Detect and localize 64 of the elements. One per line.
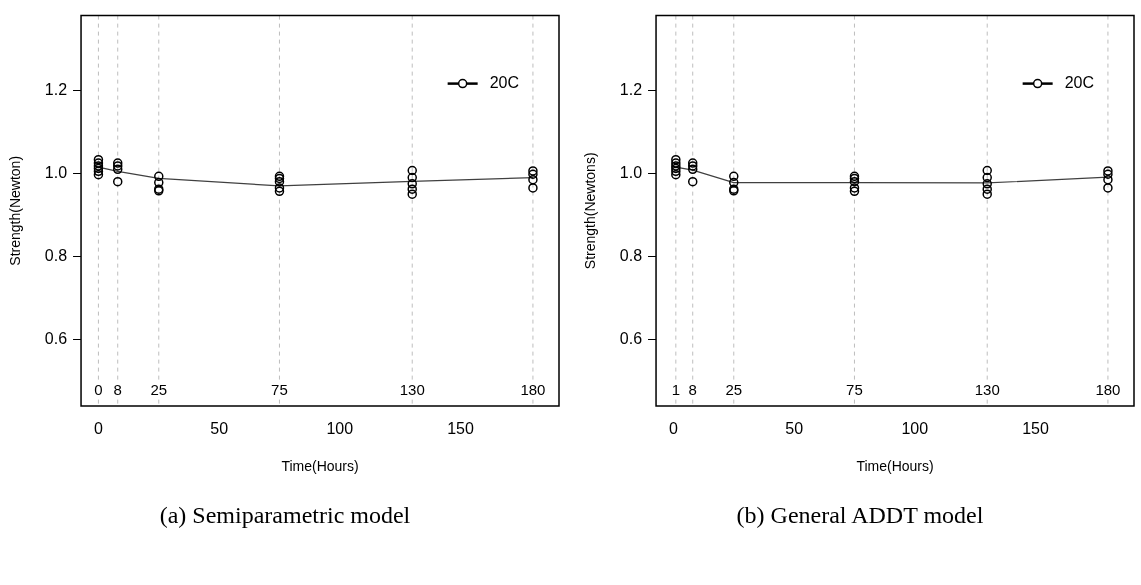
y-axis-title: Strength(Newton)	[7, 155, 24, 266]
point	[112, 164, 123, 175]
point	[849, 183, 860, 193]
ref-line-label: 180	[520, 381, 546, 399]
point	[112, 176, 123, 187]
point	[407, 184, 417, 194]
point	[982, 189, 992, 199]
y-tick-label: 1.2	[44, 80, 68, 98]
text: (a) Semiparametric model	[158, 502, 412, 529]
y-tick-label: 1.2	[619, 80, 643, 98]
ref-line-label: 130	[399, 381, 425, 399]
point	[154, 171, 164, 182]
point	[528, 183, 538, 193]
legend-label: 20C	[1064, 74, 1095, 92]
x-tick-label: 0	[93, 420, 103, 438]
x-tick-label: 100	[901, 420, 929, 438]
point	[687, 164, 698, 175]
y-tick-label: 0.6	[619, 329, 643, 347]
ref-line-label: 180	[1095, 381, 1121, 399]
y-tick-label: 1.0	[619, 163, 643, 181]
point	[729, 177, 739, 188]
text: (b) General ADDT model	[735, 502, 985, 529]
point	[982, 184, 992, 194]
ref-line-label: 75	[271, 381, 288, 399]
point	[528, 174, 538, 185]
x-tick-label: 150	[447, 420, 474, 438]
x-tick-label: 0	[668, 420, 678, 438]
point	[407, 189, 417, 199]
point	[154, 177, 164, 188]
point	[93, 154, 104, 165]
x-tick-label: 150	[1022, 420, 1049, 438]
point	[1103, 174, 1113, 185]
y-tick-label: 1.0	[44, 163, 68, 181]
x-tick-label: 50	[210, 420, 229, 438]
point	[982, 179, 992, 189]
y-tick-label: 0.6	[44, 329, 68, 347]
x-tick-label: 50	[785, 420, 804, 438]
point	[407, 165, 417, 176]
point	[407, 179, 417, 189]
legend-label: 20C	[489, 74, 520, 92]
ref-line-label: 25	[150, 381, 168, 399]
point	[274, 183, 285, 193]
ref-line-label: 1	[671, 381, 681, 399]
point	[1103, 183, 1113, 193]
point	[729, 171, 739, 182]
point	[274, 186, 285, 197]
ref-line-label: 75	[846, 381, 863, 399]
ref-line-label: 130	[974, 381, 1000, 399]
point	[687, 176, 698, 187]
point	[982, 172, 992, 183]
ref-line-label: 25	[725, 381, 743, 399]
ref-line-label: 8	[688, 381, 697, 399]
y-axis-title: Strength(Newtons)	[582, 152, 599, 270]
ref-line-label: 8	[113, 381, 122, 399]
point	[849, 186, 860, 197]
x-tick-label: 100	[326, 420, 354, 438]
ref-line-label: 0	[94, 381, 103, 399]
point	[671, 154, 681, 165]
y-tick-label: 0.8	[619, 246, 643, 264]
x-axis-title: Time(Hours)	[281, 458, 359, 475]
point	[982, 165, 992, 176]
point	[407, 172, 417, 183]
x-axis-title: Time(Hours)	[856, 458, 934, 475]
y-tick-label: 0.8	[44, 246, 68, 264]
